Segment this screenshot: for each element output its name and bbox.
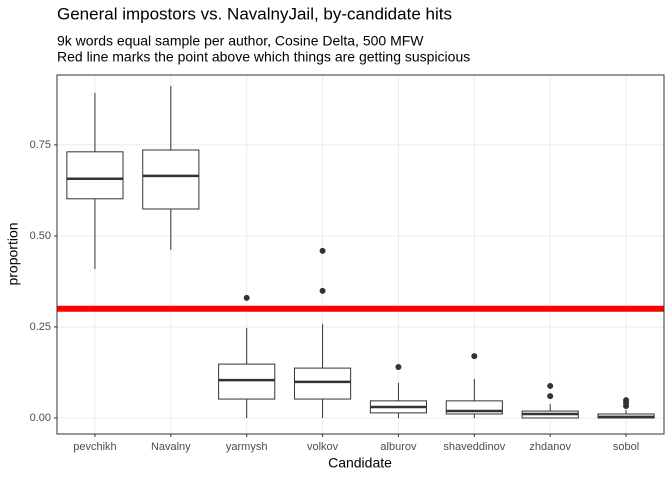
y-axis-label: proportion [5, 222, 21, 285]
y-tick-label: 0.50 [30, 230, 51, 242]
outlier [547, 382, 554, 389]
x-tick-label: alburov [380, 441, 417, 453]
box [142, 149, 200, 210]
outlier [319, 247, 326, 254]
box [293, 367, 352, 400]
y-tick-label: 0.75 [30, 139, 51, 151]
panel-border [56, 74, 665, 435]
x-tick-label: volkov [307, 441, 339, 453]
outlier [395, 364, 402, 371]
outlier [547, 393, 554, 400]
x-tick-label: shaveddinov [443, 441, 505, 453]
chart-title: General impostors vs. NavalnyJail, by-ca… [57, 4, 452, 23]
outlier [623, 397, 630, 404]
chart-subtitle: Red line marks the point above which thi… [57, 49, 470, 65]
x-tick-label: pevchikh [73, 441, 116, 453]
x-tick-label: zhdanov [529, 441, 571, 453]
x-tick-label: sobol [613, 441, 639, 453]
x-tick-label: yarmysh [226, 441, 268, 453]
chart-subtitle: 9k words equal sample per author, Cosine… [57, 33, 424, 49]
box [66, 151, 124, 200]
x-axis-label: Candidate [328, 455, 392, 471]
x-tick-label: Navalny [151, 441, 191, 453]
y-tick-label: 0.00 [30, 412, 51, 424]
y-tick-label: 0.25 [30, 321, 51, 333]
outlier [243, 294, 250, 301]
outlier [319, 287, 326, 294]
box [218, 363, 276, 400]
outlier [471, 353, 478, 360]
